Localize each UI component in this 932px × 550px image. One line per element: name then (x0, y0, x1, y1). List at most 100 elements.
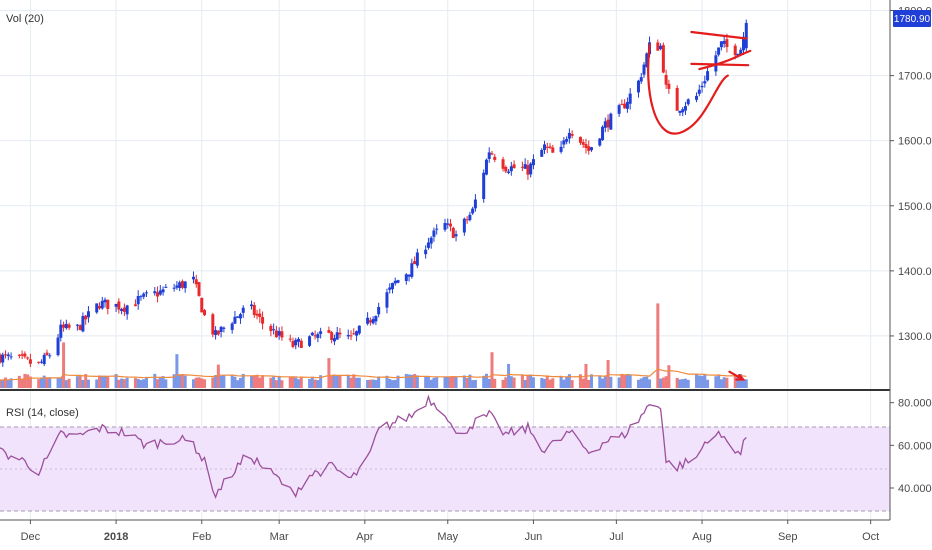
candle-body (26, 357, 30, 359)
volume-bar (587, 379, 591, 388)
candle-body (250, 304, 254, 307)
candle-body (385, 292, 389, 308)
volume-bar (258, 377, 262, 388)
candle-body (733, 45, 737, 56)
candle-body (501, 159, 505, 169)
volume-bar (136, 378, 140, 388)
candle-body (424, 249, 428, 255)
volume-bar (349, 377, 353, 388)
candle-body (172, 287, 176, 289)
volume-bar (570, 380, 574, 388)
candle-body (233, 316, 237, 324)
candle-body (142, 293, 146, 297)
candle-body (114, 303, 118, 307)
candle-body (319, 331, 323, 334)
candle-body (20, 354, 24, 356)
candle-body (725, 39, 729, 48)
volume-bar (277, 376, 281, 388)
volume-bar (642, 376, 646, 388)
candle-body (722, 40, 726, 44)
candle-body (739, 49, 743, 55)
volume-bar (297, 379, 301, 388)
volume-bar (742, 379, 746, 388)
volume-bar (172, 374, 176, 388)
volume-bar (407, 374, 411, 388)
volume-bar (703, 374, 707, 388)
candle-body (136, 296, 140, 305)
price-tick-label: 1400.00 (898, 266, 932, 278)
candle-body (272, 329, 276, 331)
candle-body (230, 323, 234, 330)
candle-body (509, 166, 513, 172)
candle-body (9, 356, 13, 358)
candle-body (706, 71, 710, 81)
volume-bar (429, 379, 433, 388)
volume-bar (9, 378, 13, 388)
candle-body (471, 208, 475, 214)
candle-body (584, 144, 588, 148)
candle-body (545, 146, 549, 148)
volume-bar (78, 375, 82, 388)
candle-body (158, 290, 162, 295)
volume-bar (214, 375, 218, 388)
candle-body (374, 315, 378, 322)
volume-bar (139, 379, 143, 388)
candle-body (368, 320, 372, 323)
volume-bar (106, 376, 110, 388)
candle-body (465, 219, 469, 221)
candle-body (144, 292, 148, 294)
volume-bar (26, 374, 30, 388)
candle-body (42, 354, 46, 365)
candle-body (269, 325, 273, 332)
volume-bar (468, 374, 472, 388)
candle-body (84, 315, 88, 320)
time-tick-label: Apr (356, 531, 373, 543)
candle-body (352, 333, 356, 335)
time-tick-label: 2018 (104, 531, 128, 543)
candle-body (274, 330, 278, 338)
volume-bar (211, 377, 215, 388)
candle-body (200, 297, 204, 313)
candle-body (678, 110, 682, 113)
volume-bar (338, 375, 342, 388)
candle-body (100, 300, 104, 309)
time-tick-label: Aug (692, 531, 712, 543)
volume-bar (683, 378, 687, 388)
candle-body (625, 101, 629, 109)
time-tick-label: Sep (778, 531, 798, 543)
volume-bar (509, 376, 513, 388)
volume-bar (617, 377, 621, 388)
volume-bar (288, 376, 292, 388)
candle-body (462, 218, 466, 233)
candle-body (203, 310, 207, 316)
volume-bar (543, 378, 547, 388)
volume-bar (598, 376, 602, 388)
price-tick-label: 1500.00 (898, 201, 932, 213)
candle-body (415, 252, 419, 266)
volume-bar (308, 378, 312, 388)
candle-body (543, 144, 547, 150)
volume-bar (357, 377, 361, 388)
volume-bar (319, 375, 323, 388)
candle-body (377, 307, 381, 315)
volume-bar (20, 378, 24, 388)
candle-body (565, 139, 569, 142)
volume-bar (656, 303, 660, 388)
candle-body (603, 121, 607, 128)
candle-body (451, 227, 455, 238)
volume-bar (175, 354, 179, 388)
candle-body (507, 171, 511, 173)
candle-body (294, 339, 298, 346)
candle-body (512, 164, 516, 169)
volume-bar (64, 380, 68, 388)
volume-bar (410, 374, 414, 388)
candle-body (261, 317, 265, 324)
volume-bar (609, 376, 613, 388)
candle-body (717, 47, 721, 55)
volume-bar (335, 375, 339, 388)
candle-body (504, 167, 508, 172)
candle-body (620, 104, 624, 106)
cup-curve (647, 43, 729, 135)
candle-body (454, 234, 458, 237)
